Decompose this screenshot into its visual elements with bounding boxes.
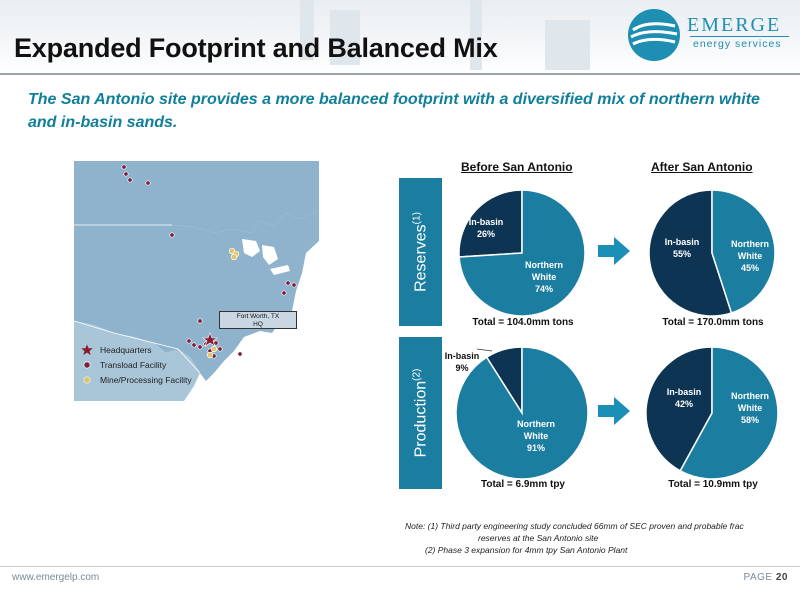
pie-label-line: 42% bbox=[675, 399, 693, 409]
pie-charts: Northern White 74% In-basin 26% Northern White… bbox=[445, 189, 779, 480]
pie-label-line: In-basin bbox=[445, 351, 480, 361]
arrow-icon bbox=[598, 397, 630, 425]
pie-slice-in-basin bbox=[648, 189, 733, 317]
dot-icon bbox=[83, 375, 91, 384]
pie-label-line: Northern bbox=[525, 260, 563, 270]
page-title: Expanded Footprint and Balanced Mix bbox=[14, 33, 498, 63]
fort-worth-callout: Fort Worth, TX HQ bbox=[219, 311, 297, 329]
pie-label-line: White bbox=[532, 272, 557, 282]
note-line-3: (2) Phase 3 expansion for 4mm tpy San An… bbox=[425, 545, 628, 555]
pie-label-line: White bbox=[738, 403, 763, 413]
north-america-map bbox=[74, 161, 319, 401]
footnotes: Note: (1) Third party engineering study … bbox=[405, 520, 744, 556]
callout-hq: HQ bbox=[253, 321, 263, 328]
pie-label-line: In-basin bbox=[665, 237, 700, 247]
row-label-text: Production bbox=[412, 380, 430, 458]
map-usa bbox=[74, 211, 319, 381]
total-reserves-before: Total = 104.0mm tons bbox=[472, 317, 574, 328]
pie-label-line: White bbox=[738, 251, 763, 261]
pie-label-line: Northern bbox=[731, 391, 769, 401]
total-production-before: Total = 6.9mm tpy bbox=[480, 479, 565, 490]
pie-label-line: White bbox=[524, 431, 549, 441]
row-label-production: Production(2) bbox=[399, 337, 442, 489]
pie-label-line: Northern bbox=[517, 419, 555, 429]
pie-label-northern-white: Northern White 58% bbox=[731, 391, 769, 425]
pie-slice-in-basin bbox=[645, 346, 713, 472]
pie-slice-northern-white bbox=[711, 189, 776, 314]
logo-name: EMERGE bbox=[687, 14, 782, 36]
callout-city: Fort Worth, TX bbox=[236, 313, 280, 320]
legend-label: Mine/Processing Facility bbox=[100, 374, 192, 385]
note-line-2: reserves at the San Antonio site bbox=[478, 533, 599, 543]
pie-slice-northern-white bbox=[679, 346, 779, 480]
pie-label-line: 91% bbox=[527, 443, 545, 453]
pie-label-in-basin: In-basin 55% bbox=[665, 237, 700, 259]
row-footnote: (2) bbox=[410, 368, 422, 381]
column-header-before: Before San Antonio bbox=[461, 160, 573, 174]
pie-label-northern-white: Northern White 45% bbox=[731, 239, 769, 273]
emerge-logo bbox=[628, 9, 680, 61]
map-great-lakes bbox=[242, 239, 290, 275]
pie-label-northern-white: Northern White 91% bbox=[517, 419, 555, 453]
pie-slice-northern-white bbox=[455, 346, 589, 480]
total-reserves-after: Total = 170.0mm tons bbox=[662, 317, 764, 328]
arrow-icon bbox=[598, 237, 630, 265]
pie-label-line: 45% bbox=[741, 263, 759, 273]
dot-icon bbox=[83, 360, 91, 369]
map-canada bbox=[74, 161, 319, 233]
subtitle: The San Antonio site provides a more bal… bbox=[28, 91, 760, 131]
row-label-text: Reserves bbox=[412, 224, 430, 292]
pie-label-line: Northern bbox=[731, 239, 769, 249]
legend-headquarters: Headquarters bbox=[80, 343, 192, 356]
pie-label-in-basin: In-basin 9% bbox=[445, 351, 480, 373]
pie-slice-northern-white bbox=[458, 189, 586, 317]
map-mexico bbox=[74, 321, 200, 401]
legend-transload: Transload Facility bbox=[80, 358, 192, 371]
pie-slice-in-basin bbox=[458, 189, 523, 258]
page-number: PAGE 20 bbox=[744, 572, 788, 583]
footer-url: www.emergelp.com bbox=[12, 572, 100, 583]
pie-label-line: 55% bbox=[673, 249, 691, 259]
pie-label-northern-white: Northern White 74% bbox=[525, 260, 563, 294]
total-production-after: Total = 10.9mm tpy bbox=[668, 479, 758, 490]
pie-label-line: In-basin bbox=[667, 387, 702, 397]
map-borders bbox=[74, 224, 201, 374]
legend-mine: Mine/Processing Facility bbox=[80, 373, 192, 386]
pie-label-in-basin: In-basin 42% bbox=[667, 387, 702, 409]
headquarters-star bbox=[202, 332, 218, 347]
row-label-reserves: Reserves(1) bbox=[399, 178, 442, 326]
pie-label-line: 58% bbox=[741, 415, 759, 425]
legend-label: Transload Facility bbox=[100, 359, 167, 370]
pie-label-in-basin: In-basin 26% bbox=[469, 217, 504, 239]
star-icon bbox=[81, 344, 93, 355]
footer-divider bbox=[0, 566, 800, 567]
page-label: PAGE bbox=[743, 572, 773, 583]
legend-label: Headquarters bbox=[100, 344, 152, 355]
leader-line bbox=[476, 348, 493, 352]
page-number-value: 20 bbox=[775, 572, 788, 583]
logo-tagline: energy services bbox=[693, 38, 782, 50]
pie-label-line: 74% bbox=[535, 284, 553, 294]
pie-label-line: 9% bbox=[455, 363, 468, 373]
column-header-after: After San Antonio bbox=[651, 160, 753, 174]
logo-rule bbox=[690, 36, 789, 37]
pie-label-line: 26% bbox=[477, 229, 495, 239]
note-line-1: Note: (1) Third party engineering study … bbox=[405, 521, 744, 531]
title-divider bbox=[0, 73, 800, 75]
pie-label-line: In-basin bbox=[469, 217, 504, 227]
mine-dots bbox=[206, 247, 240, 359]
transload-dots bbox=[121, 164, 297, 359]
map-legend: Headquarters Transload Facility Mine/Pro… bbox=[80, 343, 192, 388]
row-footnote: (1) bbox=[410, 212, 422, 225]
